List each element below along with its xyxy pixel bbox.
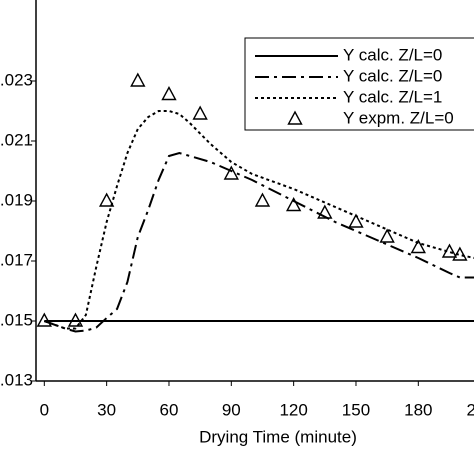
x-tick-label: 0 <box>40 400 49 419</box>
x-axis-label: Drying Time (minute) <box>199 427 357 446</box>
x-tick-label: 210 <box>466 400 474 419</box>
data-point <box>130 72 146 87</box>
data-point <box>192 105 208 120</box>
data-point <box>285 197 302 212</box>
x-tick-label: 60 <box>160 400 179 419</box>
x-tick-label: 120 <box>279 400 307 419</box>
legend-box <box>244 37 474 131</box>
data-point <box>67 312 84 327</box>
data-point <box>348 213 364 228</box>
data-point <box>36 312 52 327</box>
data-point <box>161 86 177 101</box>
y-tick-label: 0.013 <box>0 370 33 389</box>
legend-label: Y calc. Z/L=1 <box>343 87 442 106</box>
data-point <box>379 228 395 243</box>
data-point <box>441 243 458 258</box>
data-point <box>254 192 271 207</box>
data-point <box>452 246 468 261</box>
line <box>43 151 474 333</box>
x-tick-label: 90 <box>222 400 241 419</box>
line <box>43 110 474 330</box>
legend-label: Y calc. Z/L=0 <box>343 45 442 64</box>
y-tick-label: 0.017 <box>0 250 33 269</box>
data-point <box>317 204 333 219</box>
data-point <box>410 239 426 254</box>
x-tick-label: 30 <box>97 400 116 419</box>
y-tick-label: 0.023 <box>0 70 33 89</box>
legend-marker <box>287 110 303 125</box>
y-tick-label: 0.019 <box>0 190 33 209</box>
legend-label: Y expm. Z/L=0 <box>343 108 454 127</box>
y-tick-label: 0.021 <box>0 130 33 149</box>
legend: Y calc. Z/L=0 Y calc. Z/L=0 Y calc. Z/L=1 Y… <box>244 37 474 131</box>
x-tick-label: 150 <box>342 400 370 419</box>
data-point <box>98 192 115 207</box>
data-point <box>223 165 239 180</box>
x-tick-label: 180 <box>404 400 432 419</box>
y-tick-label: 0.015 <box>0 310 33 329</box>
legend-label: Y calc. Z/L=0 <box>343 66 442 85</box>
